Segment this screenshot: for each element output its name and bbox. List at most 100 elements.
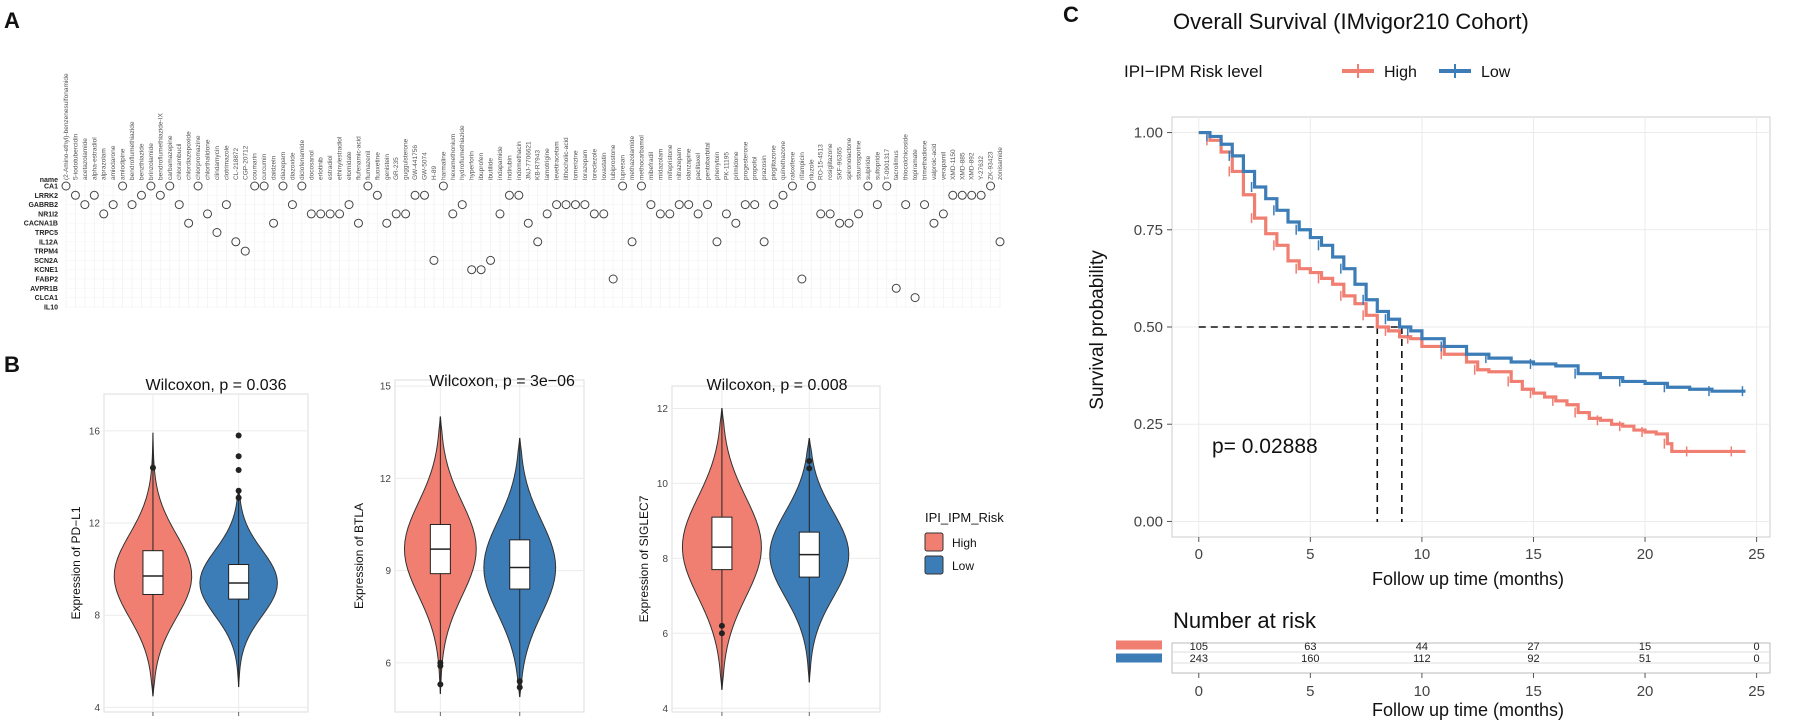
target-point [863, 181, 873, 191]
target-point [448, 209, 458, 219]
drug-label: phenytoin [714, 151, 721, 180]
target-point [174, 200, 184, 210]
drug-label: rosiglitazone [827, 143, 834, 180]
target-point [636, 181, 646, 191]
gene-label: AVPR1B [30, 286, 58, 293]
drug-label: lithocholic-acid [563, 137, 570, 180]
target-point [70, 190, 80, 200]
drug-label: clotrimazole [223, 145, 230, 180]
target-point [976, 190, 986, 200]
gene-label: GABRB2 [28, 202, 58, 209]
target-point [420, 190, 430, 200]
target-point [995, 237, 1005, 247]
km-curve-high [1198, 130, 1746, 454]
drug-label: lovastatin [601, 152, 608, 180]
risk-x-tick-label: 25 [1748, 683, 1765, 700]
drug-label: PK-11195 [723, 152, 730, 180]
drug-label: alprazolam [101, 148, 108, 180]
drug-label: prazosin [761, 155, 768, 180]
target-point [552, 200, 562, 210]
drug-label: 5-iodotubercidin [72, 133, 79, 180]
target-point [372, 190, 382, 200]
target-point [882, 181, 892, 191]
violin-y-tick-label: 8 [94, 611, 100, 622]
legend-b: IPI_IPM_Risk High Low [924, 510, 1004, 575]
panel-a-dot-matrix: name CA1 LRRK2 GABRB2 NR1I2 CACNA1B TRPC5 IL12… [24, 73, 1005, 311]
panel-b-letter: B [4, 352, 20, 377]
violin-outlier [806, 465, 813, 472]
target-point [486, 255, 496, 265]
target-point [165, 181, 175, 191]
target-point [665, 209, 675, 219]
violin-outlier [235, 432, 242, 439]
drug-label: acetazolamide [82, 138, 89, 180]
risk-table-title: Number at risk [1173, 608, 1317, 633]
km-x-tick-label: 20 [1637, 546, 1654, 563]
target-point [269, 218, 279, 228]
drug-label: hexamethonium [450, 134, 457, 180]
target-point [910, 293, 920, 303]
target-point [184, 218, 194, 228]
gene-label: CA1 [44, 184, 58, 191]
drug-label: hydroflumethiazide [459, 125, 466, 180]
violin-y-tick-label: 9 [385, 566, 391, 577]
violin-box [711, 516, 733, 571]
legend-c-title: IPI−IPM Risk level [1124, 62, 1262, 81]
drug-label: H-89 [431, 166, 438, 180]
panel-a-letter: A [4, 8, 20, 33]
drug-label: brinzolamide [148, 143, 155, 180]
drug-label: JNJ-7706621 [525, 141, 532, 180]
target-point [306, 209, 316, 219]
violin-y-tick-label: 4 [94, 703, 100, 714]
violin-y-tick-label: 8 [662, 554, 668, 565]
target-point [353, 218, 363, 228]
drug-label: lupresan [620, 155, 627, 180]
drug-label: diclofenamide [299, 140, 306, 180]
target-point [287, 200, 297, 210]
drug-label: midazolam [657, 149, 664, 180]
risk-count-low: 112 [1413, 653, 1431, 665]
risk-count-low: 160 [1301, 653, 1319, 665]
drug-label: daidzein [271, 155, 278, 180]
target-point [382, 218, 392, 228]
risk-x-tick-label: 10 [1414, 683, 1431, 700]
target-point [203, 209, 213, 219]
violin-y-tick-label: 12 [89, 519, 101, 530]
risk-x-tick-label: 0 [1195, 683, 1203, 700]
legend-c-high-label: High [1384, 64, 1417, 81]
target-point [523, 218, 533, 228]
violin-box [228, 564, 250, 600]
violin-outlier [718, 622, 725, 629]
gene-label: NR1I2 [38, 211, 58, 218]
target-point [155, 190, 165, 200]
drug-label: bendroflumethiazide-IX [157, 112, 164, 180]
risk-table-frame [1171, 642, 1771, 674]
drug-label: KB-R7943 [535, 150, 542, 180]
target-point [297, 181, 307, 191]
target-point [806, 181, 816, 191]
target-point [731, 218, 741, 228]
violin-outlier [235, 453, 242, 460]
drug-label: ibutilide [488, 158, 495, 180]
drug-label: quinethazone [780, 141, 787, 180]
target-point [344, 200, 354, 210]
drug-label: carbamazepine [167, 135, 174, 180]
risk-count-high: 27 [1527, 641, 1539, 653]
drug-label: thiocolchicoside [903, 134, 910, 180]
target-point [438, 181, 448, 191]
gene-label: IL12A [39, 239, 58, 246]
drug-label: olanzapine [686, 148, 693, 180]
km-x-tick-label: 0 [1195, 546, 1203, 563]
km-x-tick-label: 15 [1525, 546, 1542, 563]
target-point [514, 190, 524, 200]
target-point [363, 181, 373, 191]
km-title: Overall Survival (IMvigor210 Cohort) [1173, 9, 1529, 34]
target-point [127, 200, 137, 210]
gene-label: TRPM4 [34, 249, 58, 256]
drug-label: trimethadione [922, 140, 929, 180]
drug-label: Y-27632 [978, 156, 985, 180]
target-point [533, 237, 543, 247]
panel-c-km-plot: Overall Survival (IMvigor210 Cohort) IPI… [1087, 9, 1771, 720]
target-point [891, 283, 901, 293]
